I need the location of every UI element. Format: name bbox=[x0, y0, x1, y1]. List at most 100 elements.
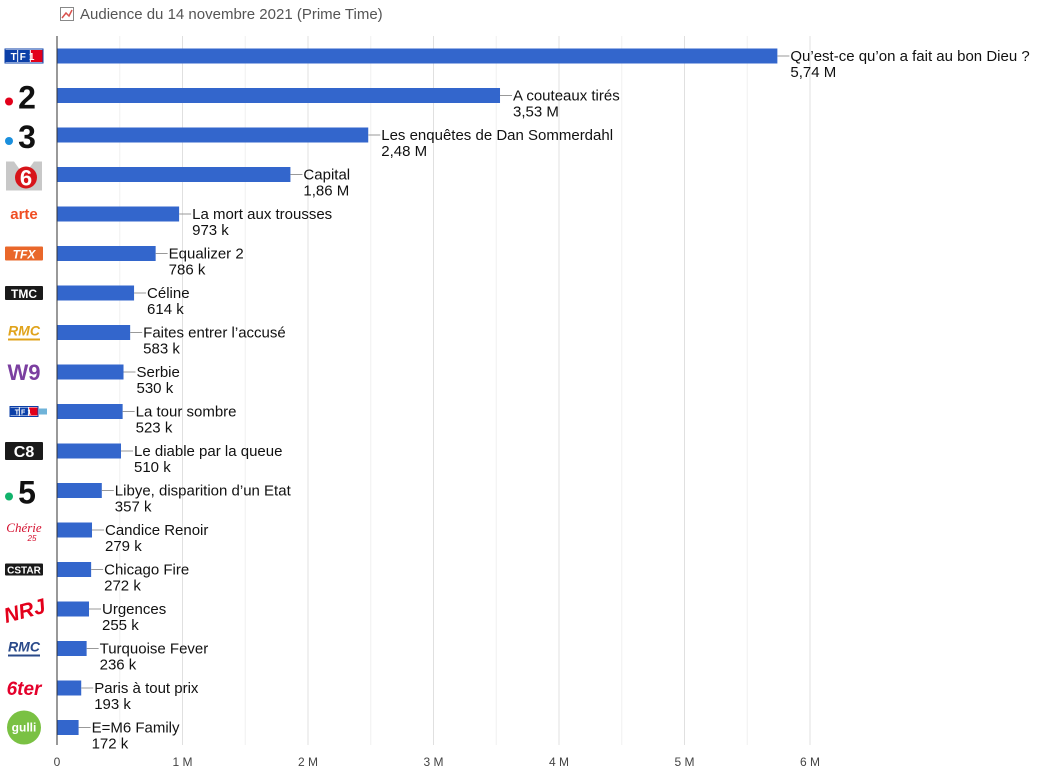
value-label: 614 k bbox=[147, 301, 184, 318]
program-label: Equalizer 2 bbox=[169, 246, 244, 263]
bar bbox=[57, 483, 102, 498]
value-label: 236 k bbox=[100, 657, 137, 674]
france3-logo-icon: 3 bbox=[5, 119, 36, 155]
svg-text:TF1: TF1 bbox=[15, 410, 33, 417]
svg-text:CSTAR: CSTAR bbox=[7, 566, 41, 577]
value-label: 172 k bbox=[92, 736, 129, 753]
svg-text:25: 25 bbox=[27, 534, 37, 543]
bar bbox=[57, 404, 123, 419]
svg-text:TF1: TF1 bbox=[11, 52, 38, 63]
svg-text:gulli: gulli bbox=[12, 721, 37, 735]
6ter-logo-icon: 6ter bbox=[7, 679, 43, 700]
svg-text:RMC: RMC bbox=[8, 323, 41, 339]
arte-logo-icon: arte bbox=[10, 206, 38, 223]
tf1-logo-icon: TF1 bbox=[4, 48, 44, 64]
x-tick-label: 3 M bbox=[423, 755, 443, 769]
svg-text:NRJ: NRJ bbox=[1, 595, 49, 628]
value-label: 583 k bbox=[143, 341, 180, 358]
x-tick-label: 1 M bbox=[172, 755, 192, 769]
program-label: E=M6 Family bbox=[92, 720, 180, 737]
c8-logo-icon: C8 bbox=[5, 442, 43, 461]
france2-logo-icon: 2 bbox=[5, 80, 36, 116]
program-label: A couteaux tirés bbox=[513, 88, 620, 105]
program-label: Serbie bbox=[137, 364, 180, 381]
program-label: Chicago Fire bbox=[104, 562, 189, 579]
program-label: Qu’est-ce qu’on a fait au bon Dieu ? bbox=[790, 48, 1029, 65]
tf1-series-films-logo-icon: TF1 bbox=[9, 406, 47, 417]
value-label: 2,48 M bbox=[381, 143, 427, 160]
svg-text:3: 3 bbox=[18, 119, 36, 155]
chart-title-text: Audience du 14 novembre 2021 (Prime Time… bbox=[80, 5, 383, 23]
value-label: 279 k bbox=[105, 538, 142, 555]
value-label: 530 k bbox=[137, 380, 174, 397]
program-label: Libye, disparition d’un Etat bbox=[115, 483, 292, 500]
rmc-decouverte-logo-icon: RMC bbox=[8, 639, 41, 657]
value-label: 193 k bbox=[94, 696, 131, 713]
cstar-logo-icon: CSTAR bbox=[5, 563, 43, 577]
svg-text:RMC: RMC bbox=[8, 639, 41, 655]
svg-text:5: 5 bbox=[18, 475, 36, 511]
value-label: 510 k bbox=[134, 459, 171, 476]
nrj12-logo-icon: NRJ bbox=[1, 595, 49, 628]
chart-title: Audience du 14 novembre 2021 (Prime Time… bbox=[60, 4, 383, 24]
bar bbox=[57, 364, 124, 380]
program-label: Candice Renoir bbox=[105, 522, 208, 539]
value-label: 3,53 M bbox=[513, 104, 559, 121]
value-label: 272 k bbox=[104, 578, 141, 595]
program-label: Faites entrer l’accusé bbox=[143, 325, 286, 342]
value-label: 523 k bbox=[136, 420, 173, 437]
x-tick-label: 0 bbox=[54, 755, 61, 769]
program-label: Turquoise Fever bbox=[100, 641, 209, 658]
program-label: Capital bbox=[303, 167, 350, 184]
bar bbox=[57, 167, 291, 182]
program-label: La tour sombre bbox=[136, 404, 237, 421]
svg-text:W9: W9 bbox=[8, 360, 41, 385]
value-label: 1,86 M bbox=[303, 183, 349, 200]
bar bbox=[57, 641, 87, 656]
program-label: Paris à tout prix bbox=[94, 680, 199, 697]
value-label: 5,74 M bbox=[790, 64, 836, 81]
value-label: 973 k bbox=[192, 222, 229, 239]
line-chart-icon bbox=[60, 7, 74, 21]
bar bbox=[57, 206, 180, 222]
svg-text:2: 2 bbox=[18, 80, 36, 116]
x-tick-label: 6 M bbox=[800, 755, 820, 769]
bar bbox=[57, 562, 92, 577]
x-tick-label: 2 M bbox=[298, 755, 318, 769]
bar bbox=[57, 127, 369, 143]
svg-text:TFX: TFX bbox=[13, 248, 37, 262]
bar bbox=[57, 88, 501, 103]
value-label: 255 k bbox=[102, 617, 139, 634]
x-tick-label: 5 M bbox=[674, 755, 694, 769]
bar bbox=[57, 285, 135, 301]
x-tick-label: 4 M bbox=[549, 755, 569, 769]
value-label: 786 k bbox=[169, 262, 206, 279]
svg-text:TMC: TMC bbox=[11, 287, 37, 301]
rmc-story-logo-icon: RMC bbox=[8, 323, 41, 341]
bar bbox=[57, 680, 82, 696]
program-label: Le diable par la queue bbox=[134, 443, 282, 460]
value-label: 357 k bbox=[115, 499, 152, 516]
bar bbox=[57, 522, 93, 538]
france5-logo-icon: 5 bbox=[5, 475, 36, 511]
program-label: Urgences bbox=[102, 601, 166, 618]
svg-text:Chérie: Chérie bbox=[6, 520, 42, 535]
tmc-logo-icon: TMC bbox=[5, 286, 43, 301]
bar bbox=[57, 48, 778, 64]
svg-text:6: 6 bbox=[20, 166, 32, 191]
program-label: Les enquêtes de Dan Sommerdahl bbox=[381, 127, 613, 144]
bar bbox=[57, 443, 122, 459]
program-label: Céline bbox=[147, 285, 190, 302]
bar bbox=[57, 246, 156, 261]
program-label: La mort aux trousses bbox=[192, 206, 332, 223]
svg-text:arte: arte bbox=[10, 206, 38, 223]
bar bbox=[57, 720, 79, 735]
m6-logo-icon: 6 bbox=[6, 161, 42, 191]
svg-text:C8: C8 bbox=[14, 444, 35, 461]
w9-logo-icon: W9 bbox=[8, 360, 41, 385]
gulli-logo-icon: gulli bbox=[7, 710, 41, 745]
bar bbox=[57, 325, 131, 340]
bar bbox=[57, 601, 90, 617]
